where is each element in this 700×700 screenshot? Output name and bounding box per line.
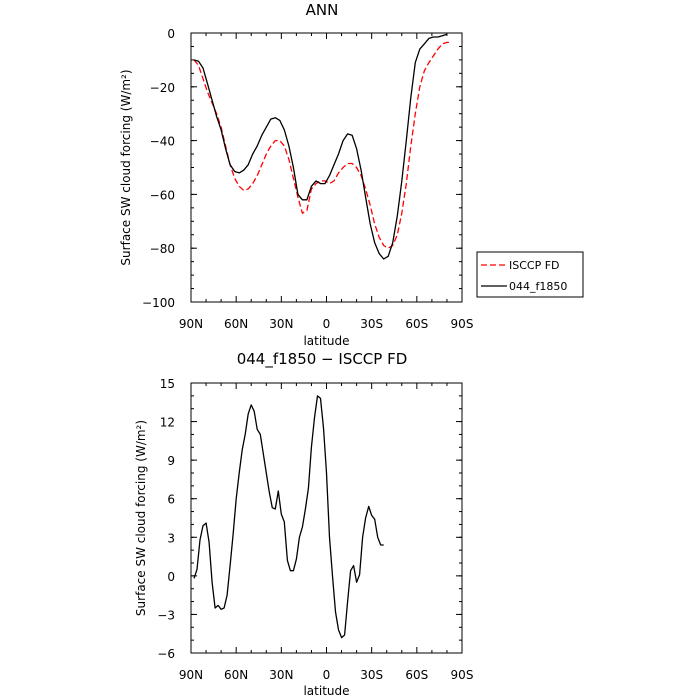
- legend-label-model: 044_f1850: [509, 280, 567, 293]
- legend: ISCCP FD 044_f1850: [476, 251, 584, 298]
- top-y-axis-label: Surface SW cloud forcing (W/m²): [119, 69, 133, 265]
- top-x-tick-label: 60N: [224, 317, 248, 331]
- top-x-tick-label: 60S: [405, 317, 428, 331]
- bottom-x-tick-label: 90S: [451, 668, 474, 682]
- bottom-x-tick-label: 0: [323, 668, 331, 682]
- bottom-panel: 044_f1850 − ISCCP FD latitude Surface SW…: [134, 350, 473, 698]
- bottom-x-tick-label: 30N: [269, 668, 293, 682]
- bottom-plot-frame: [190, 382, 463, 654]
- top-y-tick-label: −100: [142, 296, 175, 310]
- bottom-x-axis-label: latitude: [303, 684, 349, 698]
- bottom-y-tick-label: −6: [157, 647, 175, 661]
- bottom-chart-title: 044_f1850 − ISCCP FD: [237, 350, 408, 369]
- legend-box: [476, 251, 584, 298]
- bottom-y-tick-label: 9: [167, 454, 175, 468]
- bottom-y-tick-label: 6: [167, 493, 175, 507]
- top-x-tick-label: 90S: [451, 317, 474, 331]
- bottom-y-tick-label: 15: [160, 377, 175, 391]
- bottom-x-tick-label: 30S: [360, 668, 383, 682]
- top-series-line-isccp-fd: [193, 41, 452, 249]
- bottom-y-tick-label: 12: [160, 416, 175, 430]
- bottom-x-tick-label: 90N: [179, 668, 203, 682]
- top-y-tick-label: −80: [150, 242, 175, 256]
- top-x-axis-label: latitude: [303, 334, 349, 348]
- top-x-tick-label: 90N: [179, 317, 203, 331]
- bottom-x-tick-label: 60S: [405, 668, 428, 682]
- top-chart-title: ANN: [306, 1, 339, 19]
- top-series: [193, 33, 452, 260]
- bottom-series-line-0: [193, 395, 384, 639]
- top-series-line-044-f1850: [193, 33, 448, 260]
- top-y-tick-label: −60: [150, 188, 175, 202]
- legend-label-isccp: ISCCP FD: [509, 259, 560, 272]
- bottom-y-tick-label: −3: [157, 608, 175, 622]
- top-panel: ANN latitude Surface SW cloud forcing (W…: [119, 1, 473, 348]
- top-x-tick-label: 0: [323, 317, 331, 331]
- bottom-y-tick-label: 0: [167, 570, 175, 584]
- bottom-y-axis-label: Surface SW cloud forcing (W/m²): [134, 420, 148, 616]
- top-y-tick-label: 0: [167, 27, 175, 41]
- bottom-x-tick-label: 60N: [224, 668, 248, 682]
- top-y-tick-label: −40: [150, 135, 175, 149]
- top-x-tick-label: 30S: [360, 317, 383, 331]
- bottom-ticks: 90N 60N 30N 0 30S 60S 90S 15 12 9 6 3 0 −3 −6: [157, 377, 473, 682]
- bottom-y-tick-label: 3: [167, 531, 175, 545]
- top-y-tick-label: −20: [150, 81, 175, 95]
- top-ticks: 90N 60N 30N 0 30S 60S 90S 0 −20 −40 −60 −80 −100: [142, 27, 473, 331]
- top-x-tick-label: 30N: [269, 317, 293, 331]
- bottom-series: [193, 395, 384, 639]
